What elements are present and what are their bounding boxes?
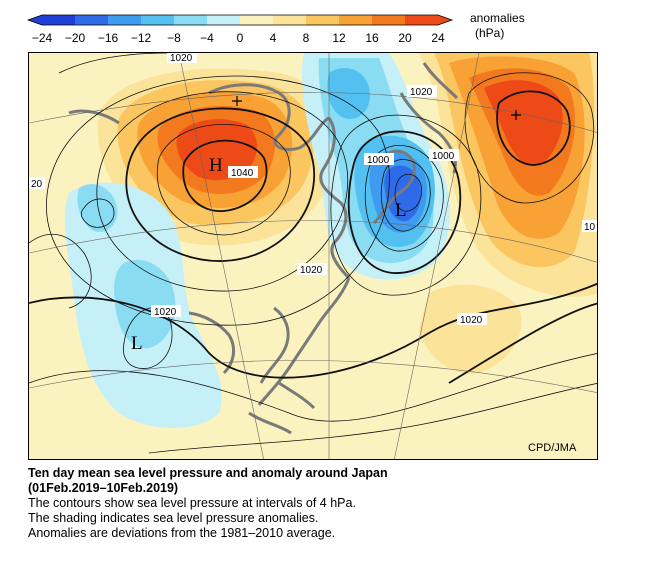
low-pressure-mark: L [395, 200, 407, 221]
caption-anomaly-note: Anomalies are deviations from the 1981–2… [28, 526, 336, 540]
legend-right-arrow [438, 15, 452, 25]
isobar-label: 10 [584, 222, 596, 233]
legend-tick-label: −16 [98, 31, 119, 45]
coastlines [68, 62, 459, 435]
high-pressure-mark: H [209, 155, 223, 176]
isobar-label: 1020 [460, 315, 483, 326]
isobar-label: 1040 [231, 168, 254, 179]
isobar-label: 1000 [367, 155, 390, 166]
legend-unit: (hPa) [475, 26, 504, 40]
legend-tick-label: 16 [365, 31, 379, 45]
isobar-label: 1020 [410, 87, 433, 98]
isobar-label: 1000 [432, 151, 455, 162]
isobar-label: 1020 [154, 307, 177, 318]
isobar-contours [29, 53, 597, 454]
isobar-label: 1020 [170, 53, 193, 64]
legend-tick-label: 24 [431, 31, 445, 45]
legend-tick-label: −4 [200, 31, 214, 45]
legend-tick-label: 8 [303, 31, 310, 45]
legend-color-swatch [108, 15, 141, 25]
legend-tick-labels: −24 −20 −16 −12 −8 −4 0 4 8 12 16 20 24 [32, 31, 445, 45]
legend-color-swatch [273, 15, 306, 25]
legend-tick-label: 20 [398, 31, 412, 45]
legend-color-swatch [141, 15, 174, 25]
caption-shading-note: The shading indicates sea level pressure… [28, 511, 319, 525]
caption-title: Ten day mean sea level pressure and anom… [28, 466, 388, 480]
caption-contour-note: The contours show sea level pressure at … [28, 496, 356, 510]
sea-level-pressure-map: 1020 1020 1000 1000 1040 20 1020 1020 10… [28, 52, 598, 460]
legend-tick-label: −8 [167, 31, 181, 45]
legend-left-arrow [28, 15, 42, 25]
legend-color-swatch [42, 15, 75, 25]
legend-color-bar [26, 14, 454, 26]
isobar-label: 20 [31, 179, 43, 190]
caption-period: (01Feb.2019–10Feb.2019) [28, 481, 179, 495]
legend-color-swatch [174, 15, 207, 25]
legend-tick-label: −12 [131, 31, 152, 45]
legend-color-swatch [339, 15, 372, 25]
legend-tick-label: 0 [237, 31, 244, 45]
graticule [29, 53, 597, 459]
legend-color-swatch [306, 15, 339, 25]
legend-color-swatch [75, 15, 108, 25]
legend-tick-label: 12 [332, 31, 346, 45]
legend-tick-label: −20 [65, 31, 86, 45]
legend-color-swatch [207, 15, 240, 25]
isobar-labels: 1020 1020 1000 1000 1040 20 1020 1020 10… [29, 53, 597, 326]
legend-color-swatch [372, 15, 405, 25]
legend-color-swatch [405, 15, 438, 25]
legend-title: anomalies [470, 11, 525, 25]
negative-anomaly-shading [64, 53, 450, 428]
legend-tick-label: 4 [270, 31, 277, 45]
anomaly-center-plus [232, 96, 242, 106]
isobar-label: 1020 [300, 265, 323, 276]
credit-label: CPD/JMA [528, 442, 577, 454]
pressure-centers: H L L [131, 96, 521, 354]
anomaly-center-plus [511, 110, 521, 120]
legend-tick-label: −24 [32, 31, 53, 45]
anomaly-color-legend: −24 −20 −16 −12 −8 −4 0 4 8 12 16 20 24 anomalies (h… [26, 11, 525, 45]
low-pressure-mark: L [131, 333, 143, 354]
legend-color-swatch [240, 15, 273, 25]
